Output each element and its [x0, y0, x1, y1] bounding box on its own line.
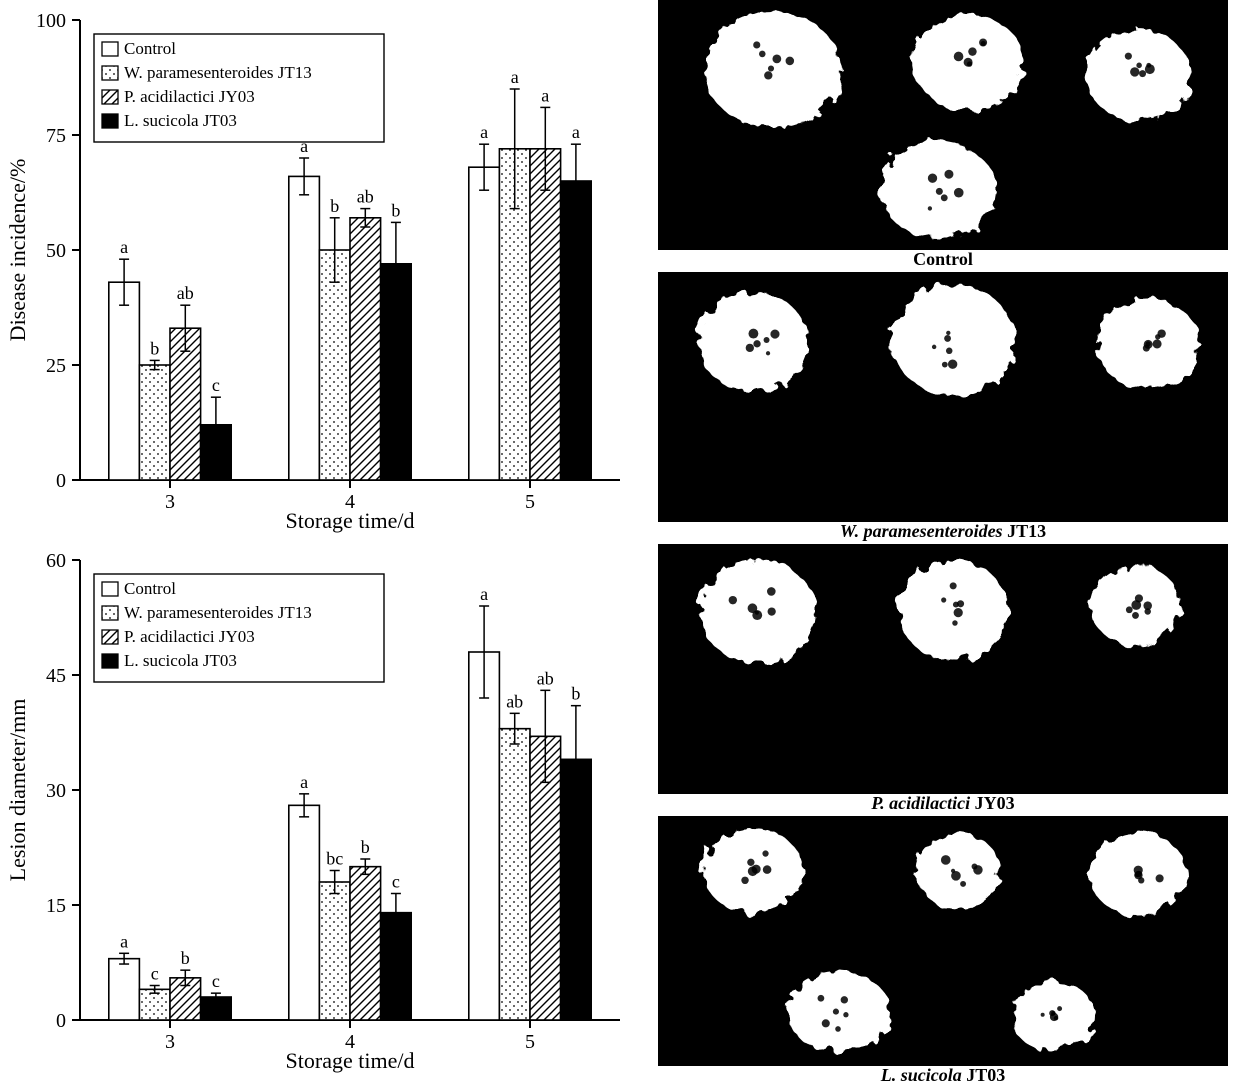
sig-label: c — [151, 964, 159, 984]
lesion-blob — [898, 560, 1008, 660]
ytick-label: 75 — [46, 125, 66, 147]
bar-wpara — [319, 882, 350, 1020]
sig-label: a — [120, 237, 128, 257]
caption-plain: Control — [913, 249, 973, 269]
caption-plain: JT13 — [1003, 521, 1047, 541]
lesion-blob — [698, 292, 808, 392]
bar-pacid — [350, 218, 381, 480]
bar-wpara — [499, 729, 530, 1020]
caption-plain: JT03 — [962, 1065, 1006, 1085]
lesion-svg: 015304560Lesion diameter/mmStorage time/… — [0, 540, 640, 1080]
sig-label: c — [392, 872, 400, 892]
legend-swatch — [102, 654, 118, 668]
lesion-diameter-chart: 015304560Lesion diameter/mmStorage time/… — [0, 540, 640, 1080]
sig-label: ab — [537, 668, 554, 688]
legend-label: L. sucicola JT03 — [124, 111, 237, 130]
xtick-label: 5 — [525, 491, 535, 513]
sig-label: ab — [177, 283, 194, 303]
photo-panel-3: L. sucicola JT03 — [658, 816, 1228, 1066]
photo-panel-0: Control — [658, 0, 1228, 250]
sig-label: a — [300, 772, 308, 792]
xtick-label: 4 — [345, 491, 355, 513]
legend-label: P. acidilactici JY03 — [124, 87, 255, 106]
bar-lsuci — [561, 181, 592, 480]
bar-control — [469, 652, 500, 1020]
bar-control — [109, 959, 140, 1020]
ytick-label: 100 — [36, 10, 66, 32]
legend-swatch — [102, 90, 118, 104]
photo-caption: P. acidilactici JY03 — [658, 793, 1228, 814]
y-axis-label: Disease incidence/% — [5, 159, 30, 342]
bar-control — [289, 805, 320, 1020]
xtick-label: 3 — [165, 1031, 175, 1053]
sig-label: b — [391, 200, 400, 220]
legend-swatch — [102, 42, 118, 56]
caption-italic: L. sucicola — [881, 1065, 962, 1085]
legend-swatch — [102, 66, 118, 80]
photo-caption: W. paramesenteroides JT13 — [658, 521, 1228, 542]
sig-label: b — [150, 338, 159, 358]
sig-label: a — [511, 67, 519, 87]
bar-control — [469, 167, 500, 480]
figure-root: 0255075100Disease incidence/%Storage tim… — [0, 0, 1240, 1089]
sig-label: a — [541, 85, 549, 105]
legend-label: P. acidilactici JY03 — [124, 627, 255, 646]
legend-label: Control — [124, 39, 176, 58]
legend-label: L. sucicola JT03 — [124, 651, 237, 670]
legend-label: W. paramesenteroides JT13 — [124, 63, 312, 82]
legend-label: Control — [124, 579, 176, 598]
bar-control — [289, 176, 320, 480]
legend-swatch — [102, 606, 118, 620]
disease-incidence-chart: 0255075100Disease incidence/%Storage tim… — [0, 0, 640, 540]
ytick-label: 25 — [46, 355, 66, 377]
sig-label: b — [330, 196, 339, 216]
lesion-blob — [891, 285, 1015, 395]
legend-swatch — [102, 114, 118, 128]
bar-wpara — [319, 250, 350, 480]
sig-label: a — [480, 122, 488, 142]
y-axis-label: Lesion diameter/mm — [5, 699, 30, 882]
sig-label: a — [480, 584, 488, 604]
sig-label: c — [212, 375, 220, 395]
legend-swatch — [102, 582, 118, 596]
sig-label: ab — [506, 691, 523, 711]
sig-label: a — [572, 122, 580, 142]
disease-svg: 0255075100Disease incidence/%Storage tim… — [0, 0, 640, 540]
xtick-label: 3 — [165, 491, 175, 513]
caption-italic: P. acidilactici — [871, 793, 970, 813]
photo-caption: Control — [658, 249, 1228, 270]
bar-pacid — [530, 149, 561, 480]
bar-wpara — [139, 365, 170, 480]
ytick-label: 0 — [56, 470, 66, 492]
photo-caption: L. sucicola JT03 — [658, 1065, 1228, 1086]
photo-panel-2: P. acidilactici JY03 — [658, 544, 1228, 794]
sig-label: b — [571, 684, 580, 704]
ytick-label: 15 — [46, 895, 66, 917]
xtick-label: 4 — [345, 1031, 355, 1053]
caption-italic: W. paramesenteroides — [840, 521, 1003, 541]
ytick-label: 60 — [46, 550, 66, 572]
photos-column: ControlW. paramesenteroides JT13P. acidi… — [650, 0, 1240, 1089]
caption-plain: JY03 — [970, 793, 1015, 813]
sig-label: b — [361, 837, 370, 857]
bar-pacid — [350, 867, 381, 1020]
ytick-label: 45 — [46, 665, 66, 687]
photo-panel-1: W. paramesenteroides JT13 — [658, 272, 1228, 522]
sig-label: ab — [357, 187, 374, 207]
charts-column: 0255075100Disease incidence/%Storage tim… — [0, 0, 650, 1089]
ytick-label: 50 — [46, 240, 66, 262]
sig-label: c — [212, 971, 220, 991]
sig-label: b — [181, 948, 190, 968]
xtick-label: 5 — [525, 1031, 535, 1053]
ytick-label: 0 — [56, 1010, 66, 1032]
lesion-blob — [916, 833, 1000, 909]
ytick-label: 30 — [46, 780, 66, 802]
bar-control — [109, 282, 140, 480]
legend-label: W. paramesenteroides JT13 — [124, 603, 312, 622]
bar-wpara — [139, 989, 170, 1020]
sig-label: a — [120, 931, 128, 951]
legend-swatch — [102, 630, 118, 644]
sig-label: bc — [326, 849, 343, 869]
